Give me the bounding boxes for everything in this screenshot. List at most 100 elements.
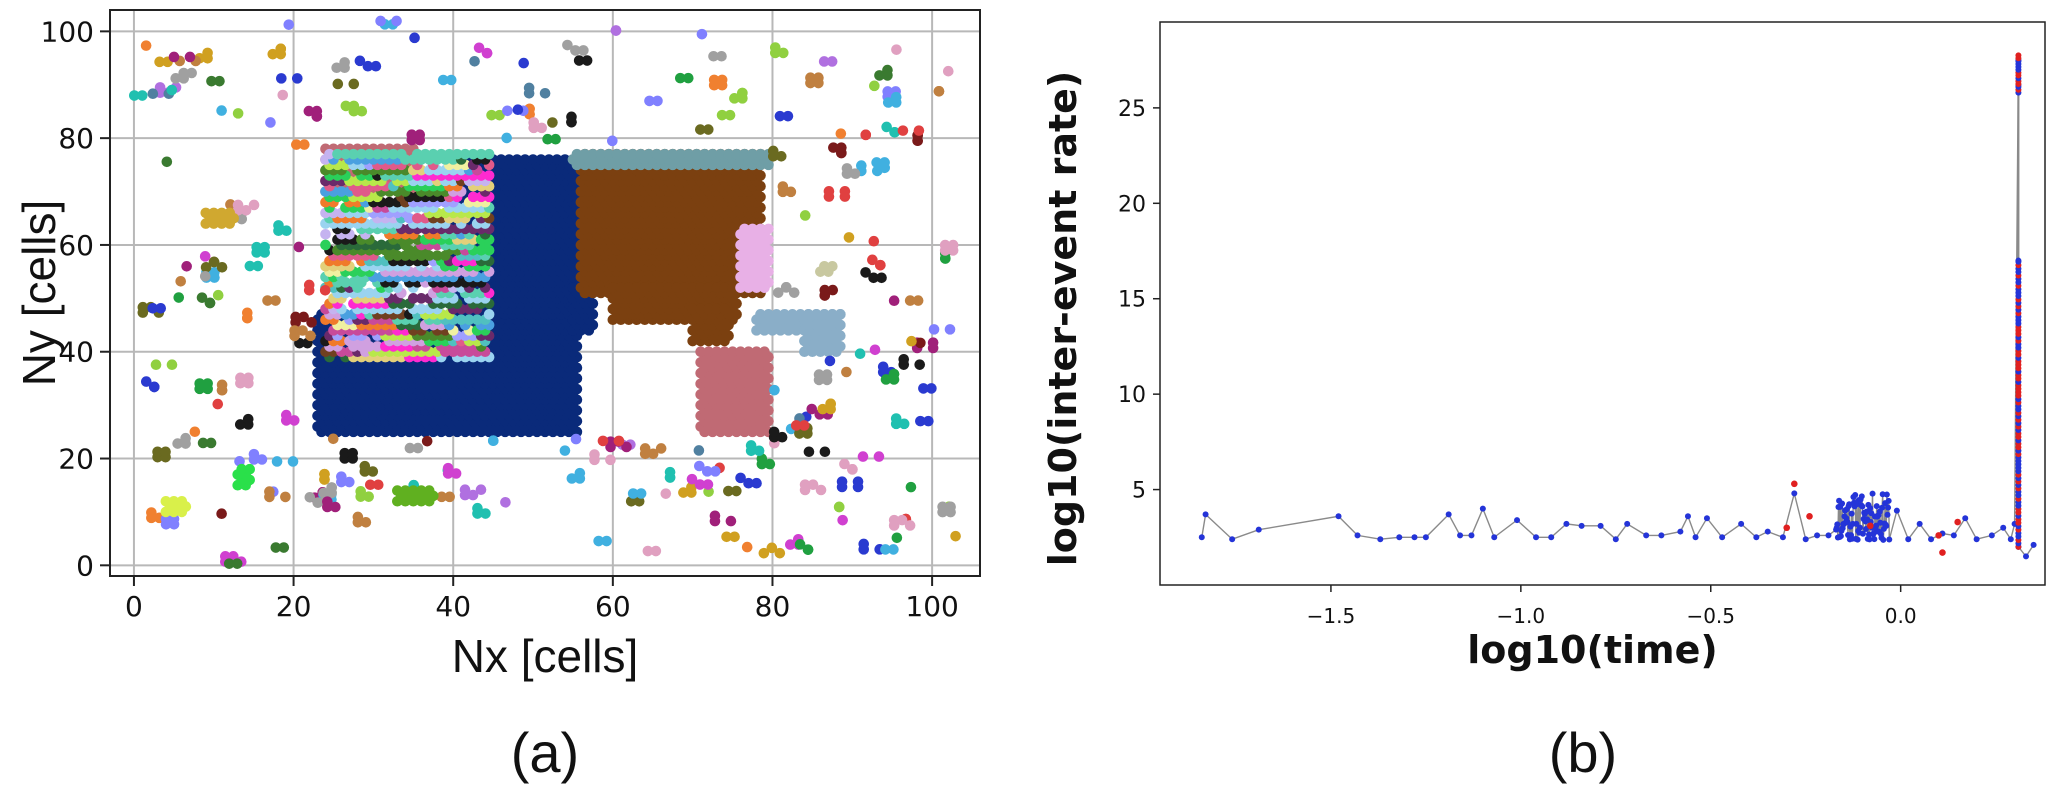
a-scatter-cell — [297, 325, 308, 336]
a-scatter-cell — [601, 535, 612, 547]
a-scatter-cell — [784, 539, 796, 550]
b-marker — [1834, 521, 1841, 528]
a-cluster-cell — [635, 148, 647, 160]
a-scatter-cell — [154, 82, 166, 93]
a-scatter-cell — [280, 491, 291, 503]
a-scatter-cell — [716, 50, 727, 62]
a-small-cluster-cell — [320, 228, 331, 240]
a-scatter-cell — [915, 337, 926, 349]
a-cluster-cell — [827, 309, 838, 320]
a-scatter-cell — [890, 413, 902, 424]
a-scatter-cell — [880, 544, 891, 555]
a-small-cluster-cell — [411, 148, 423, 160]
a-scatter-cell — [702, 124, 714, 135]
a-small-cluster-cell — [415, 303, 427, 315]
b-red-marker — [1783, 524, 1791, 532]
a-scatter-cell — [896, 514, 908, 526]
a-cluster-cell — [759, 346, 770, 358]
a-small-cluster-cell — [380, 148, 391, 160]
a-cluster-cell — [695, 303, 706, 315]
a-scatter-cell — [184, 51, 196, 63]
a-cluster-cell — [727, 282, 738, 293]
a-scatter-cell — [339, 447, 351, 459]
b-marker — [1883, 491, 1890, 498]
a-scatter-cell — [768, 426, 780, 438]
a-scatter-cell — [375, 15, 386, 27]
a-scatter-cell — [235, 372, 246, 384]
a-scatter-cell — [882, 97, 894, 108]
b-marker — [1885, 504, 1892, 511]
a-scatter-cell — [905, 481, 917, 493]
a-cluster-cell — [643, 148, 655, 160]
a-scatter-cell — [265, 117, 276, 128]
a-scatter-cell — [206, 75, 217, 87]
a-scatter-cell — [874, 70, 885, 81]
a-small-cluster-cell — [443, 148, 455, 160]
a-scatter-cell — [243, 372, 254, 384]
a-scatter-cell — [868, 272, 879, 284]
a-scatter-cell — [359, 460, 371, 472]
a-scatter-cell — [729, 93, 740, 104]
a-scatter-cluster-cell — [208, 207, 220, 219]
a-scatter-cell — [914, 359, 926, 370]
a-scatter-cell — [281, 225, 292, 237]
a-y-tick-label: 0 — [76, 549, 94, 582]
a-scatter-cell — [888, 514, 900, 526]
a-plot-frame — [109, 9, 981, 577]
a-scatter-cell — [642, 545, 654, 557]
a-scatter-cell — [348, 100, 360, 112]
a-cluster-cell — [819, 309, 830, 320]
a-scatter-cell — [639, 443, 651, 454]
a-small-cluster-cell — [388, 148, 399, 160]
a-scatter-cell — [947, 239, 959, 251]
a-small-cluster-cell — [396, 148, 407, 160]
a-scatter-cell — [694, 479, 706, 490]
a-scatter-cell — [882, 64, 893, 76]
a-scatter-cell — [277, 89, 289, 101]
a-scatter-cell — [311, 105, 323, 117]
a-x-tick-label: 40 — [435, 590, 471, 623]
a-scatter-cell — [751, 477, 762, 489]
panel-a-label: (a) — [511, 721, 579, 784]
a-scatter-cell — [915, 415, 926, 427]
a-scatter-cell — [605, 454, 616, 466]
a-scatter-cell — [414, 129, 426, 141]
a-scatter-cell — [777, 181, 789, 192]
a-scatter-cell — [890, 91, 902, 103]
a-scatter-cell — [467, 489, 479, 501]
b-marker — [1867, 505, 1874, 512]
b-series-markers — [1198, 52, 2037, 560]
a-scatter-cell — [356, 105, 368, 117]
a-scatter-cell — [223, 558, 235, 569]
a-scatter-cell — [212, 289, 224, 301]
b-y-tick-label: 10 — [1118, 383, 1146, 408]
a-small-cluster-cell — [356, 148, 367, 160]
a-cluster-cell — [647, 282, 659, 293]
a-scatter-cell — [597, 435, 609, 447]
b-marker — [1533, 534, 1540, 541]
a-scatter-cell — [303, 279, 315, 291]
a-scatter-cell — [189, 426, 201, 438]
a-scatter-cell — [839, 458, 850, 470]
b-marker — [1563, 520, 1570, 527]
a-small-cluster-cell — [467, 191, 479, 203]
a-scatter-cell — [202, 47, 213, 59]
a-scatter-cell — [212, 398, 224, 410]
a-scatter-cell — [270, 295, 281, 306]
a-scatter-cell — [437, 74, 449, 86]
a-cluster-cell — [779, 309, 790, 320]
a-cluster-cell — [719, 282, 730, 293]
a-scatter-cell — [764, 458, 776, 470]
a-scatter-cluster-cell — [200, 207, 212, 219]
a-cluster-cell — [543, 154, 555, 165]
a-scatter-cell — [136, 90, 148, 101]
a-scatter-cell — [348, 78, 360, 90]
b-marker — [1852, 491, 1859, 498]
a-scatter-cell — [199, 271, 211, 282]
a-scatter-cell — [147, 302, 159, 314]
a-cluster-cell — [711, 303, 722, 315]
a-scatter-cell — [607, 135, 618, 147]
a-cluster-cell — [763, 309, 774, 320]
a-cluster-cell — [519, 154, 531, 165]
